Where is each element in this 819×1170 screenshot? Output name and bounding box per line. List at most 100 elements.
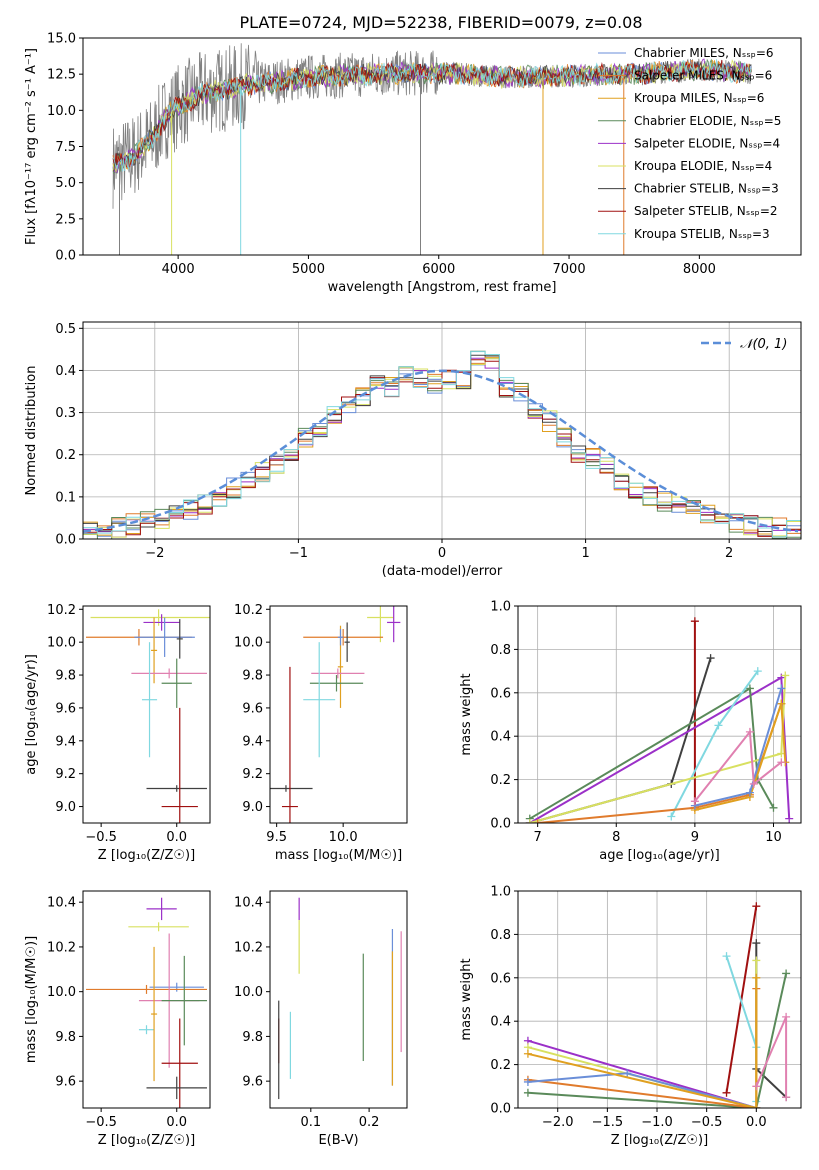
y-tick-label: 12.5 (47, 68, 76, 83)
y-tick-label: 10.2 (47, 940, 76, 955)
y-tick-label: 0.5 (55, 322, 76, 337)
weight-marker (752, 1104, 761, 1108)
y-tick-label: 9.8 (55, 1030, 76, 1045)
y-axis-label: mass [log₁₀(M/M☉)] (24, 936, 39, 1063)
y-tick-label: 9.6 (242, 1075, 263, 1090)
y-tick-label: 9.6 (55, 1075, 76, 1090)
weight-marker (722, 1088, 731, 1097)
x-tick-label: 0.0 (746, 1115, 767, 1130)
y-tick-label: 9.0 (242, 800, 263, 815)
weight-marker (782, 1093, 791, 1102)
y-tick-label: 0.2 (55, 448, 76, 463)
x-axis-label: (data-model)/error (382, 564, 503, 579)
weight-line (694, 703, 787, 811)
legend-label: Kroupa ELODIE, Nₛₛₚ=4 (634, 159, 772, 173)
weight-line (527, 977, 758, 1108)
weight-marker (777, 758, 786, 767)
y-tick-label: 10.0 (234, 636, 263, 651)
weight-marker (722, 952, 731, 961)
x-axis-label: Z [log₁₀(Z/Z☉)] (98, 1133, 195, 1148)
weight-marker (785, 814, 794, 823)
x-tick-label: −0.5 (85, 1115, 117, 1130)
legend-label: Kroupa STELIB, Nₛₛₚ=3 (634, 227, 770, 241)
weight-marker (690, 797, 699, 806)
weight-marker (782, 1012, 791, 1021)
normal-curve (83, 369, 799, 533)
weight-marker (745, 727, 754, 736)
y-tick-label: 0.1 (55, 490, 76, 505)
y-tick-label: 7.5 (55, 140, 76, 155)
x-tick-label: −1.5 (592, 1115, 624, 1130)
x-tick-label: −0.5 (85, 830, 117, 845)
x-tick-label: 10.0 (329, 830, 358, 845)
y-axis-label: age [log₁₀(age/yr)] (24, 654, 39, 775)
figure-title: PLATE=0724, MJD=52238, FIBERID=0079, z=0… (239, 13, 642, 32)
y-tick-label: 15.0 (47, 32, 76, 47)
weight-line (527, 973, 788, 1108)
x-tick-label: 0 (438, 546, 446, 561)
panel-mass_vs_Z: −0.5 0.0 9.6 9.8 10.0 10.2 10.4 Z [log₁₀(Z/Z☉)]… (24, 890, 211, 1148)
weight-marker (777, 684, 786, 693)
x-tick-label: 5000 (292, 262, 325, 277)
y-tick-label: 10.4 (234, 896, 263, 911)
plot-area (86, 897, 207, 1108)
weight-marker (690, 617, 699, 626)
weight-marker (752, 973, 761, 982)
weight-marker (752, 1082, 761, 1091)
x-tick-label: 7 (534, 830, 542, 845)
x-tick-label: 9 (691, 830, 699, 845)
weight-marker (706, 654, 715, 663)
x-tick-label: −2 (145, 546, 164, 561)
legend-label: Chabrier ELODIE, Nₛₛₚ=5 (634, 114, 781, 128)
y-tick-label: 0.4 (55, 364, 76, 379)
weight-marker (623, 1069, 632, 1078)
weight-marker (781, 671, 790, 680)
model-spectrum (112, 59, 752, 169)
y-tick-label: 10.4 (47, 896, 76, 911)
y-tick-label: 0.6 (490, 686, 511, 701)
x-axis-label: wavelength [Angstrom, rest frame] (328, 280, 557, 295)
model-spectrum (112, 59, 752, 172)
panel-weight_vs_Z: −2.0 −1.5 −1.0 −0.5 0.0 0.0 0.2 0.4 0.6 0.8 1.0 Z [… (459, 885, 802, 1148)
y-tick-label: 0.0 (490, 817, 511, 832)
x-tick-label: 0.0 (166, 1115, 187, 1130)
y-tick-label: 9.6 (55, 701, 76, 716)
weight-marker (714, 721, 723, 730)
plot-area (112, 43, 752, 255)
weight-marker (752, 902, 761, 911)
axes-frame (517, 605, 802, 824)
y-tick-label: 0.8 (490, 928, 511, 943)
plot-area (278, 897, 402, 1100)
weight-marker (752, 939, 761, 948)
x-tick-label: 0.1 (300, 1115, 321, 1130)
plot-area (525, 617, 794, 823)
x-axis-label: Z [log₁₀(Z/Z☉)] (98, 848, 195, 863)
x-tick-label: 0.2 (359, 1115, 380, 1130)
plot-area (523, 902, 791, 1108)
weight-line (527, 988, 758, 1108)
axes-frame (269, 605, 408, 824)
plot-area (86, 609, 210, 823)
x-tick-label: 1 (581, 546, 589, 561)
y-tick-label: 10.0 (47, 104, 76, 119)
x-axis-label: E(B-V) (318, 1133, 358, 1148)
y-tick-label: 10.2 (234, 940, 263, 955)
legend: Chabrier MILES, Nₛₛₚ=6 Salpeter MILES, Nₛ… (598, 46, 781, 241)
legend-label: Salpeter ELODIE, Nₛₛₚ=4 (634, 136, 780, 150)
weight-marker (777, 699, 786, 708)
weight-marker (533, 819, 542, 823)
x-tick-label: 10 (765, 830, 782, 845)
axes-frame (269, 890, 408, 1109)
x-tick-label: 4000 (162, 262, 195, 277)
y-tick-label: 10.2 (47, 603, 76, 618)
x-tick-label: 2 (725, 546, 733, 561)
y-tick-label: 1.0 (490, 885, 511, 900)
y-tick-label: 10.2 (234, 603, 263, 618)
x-tick-label: −1.0 (641, 1115, 673, 1130)
panel-residuals: −2 −1 0 1 2 0.0 0.1 0.2 0.3 0.4 0.5 (data-model)/er… (24, 321, 802, 579)
weight-marker (769, 803, 778, 812)
x-axis-label: mass [log₁₀(M/M☉)] (275, 848, 402, 863)
panel-spectrum: 4000 5000 6000 7000 8000 0.0 2.5 5.0 7.5 10.0 12.5… (24, 32, 802, 295)
y-tick-label: 9.2 (242, 767, 263, 782)
weight-marker (745, 684, 754, 693)
